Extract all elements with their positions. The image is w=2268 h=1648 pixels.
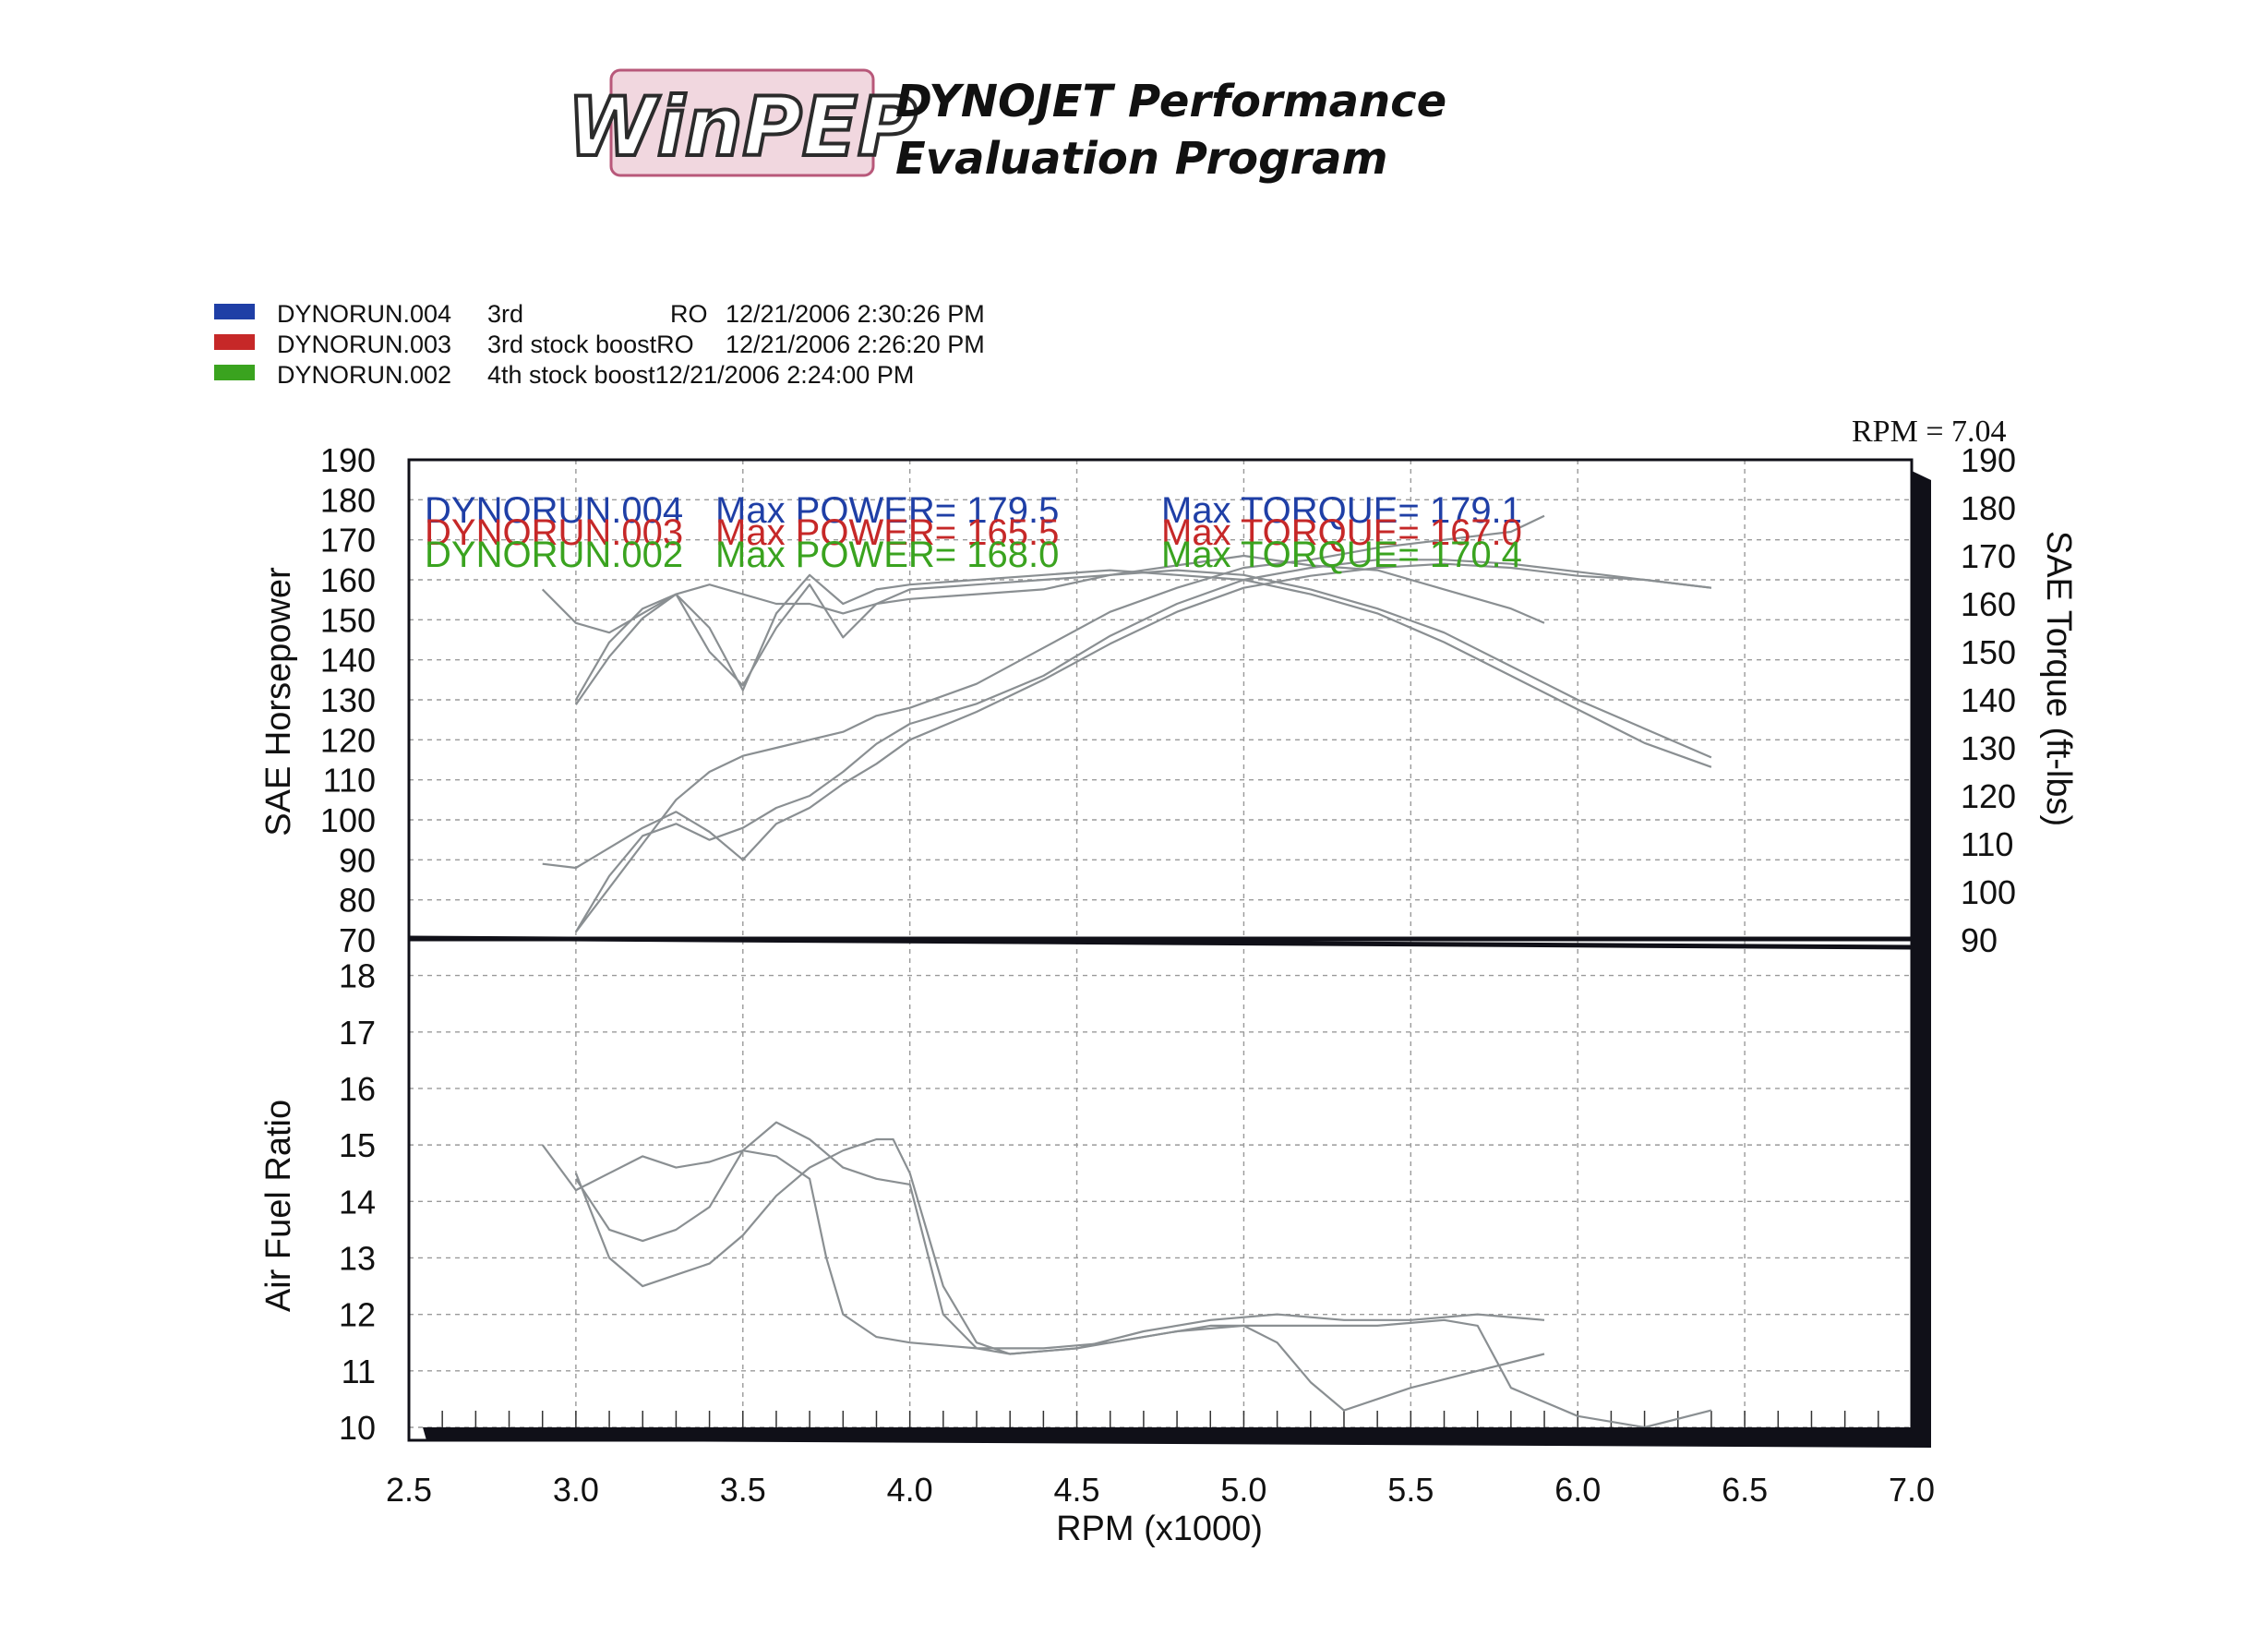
legend-stamp-1: 12/21/2006 2:30:26 PM [726, 300, 985, 328]
rpm-readout: RPM = 7.04 [1852, 415, 2007, 449]
x-tick-label: 2.5 [386, 1471, 432, 1509]
hp-tick-label: 130 [320, 681, 376, 719]
x-tick-label: 4.0 [887, 1471, 933, 1509]
annotation-power-2: Max POWER= 165.5 [715, 512, 1059, 553]
header: WinPEP DYNOJET Performance Evaluation Pr… [566, 68, 1446, 185]
hp-tick-label: 140 [320, 642, 376, 680]
hp-tick-label: 90 [339, 841, 376, 879]
torque-tick-label: 160 [1961, 585, 2016, 623]
afr-tick-label: 18 [339, 957, 376, 995]
legend-swatch-green [214, 365, 255, 380]
torque-curve [574, 554, 1545, 705]
afr-tick-label: 13 [339, 1239, 376, 1277]
x-axis-label: RPM (x1000) [1056, 1510, 1263, 1548]
x-tick-label: 6.5 [1722, 1471, 1768, 1509]
x-tick-label: 3.5 [720, 1471, 766, 1509]
annotation-run-3: DYNORUN.002 [425, 535, 683, 575]
hp-tick-label: 100 [320, 801, 376, 839]
torque-tick-label: 150 [1961, 633, 2016, 671]
torque-tick-label: 120 [1961, 777, 2016, 815]
legend-file-2: DYNORUN.003 [277, 331, 451, 358]
panel-divider [408, 935, 1913, 950]
y-axis-label-hp: SAE Horsepower [259, 567, 298, 836]
legend-file-1: DYNORUN.004 [277, 300, 451, 328]
torque-tick-label: 180 [1961, 489, 2016, 527]
legend-stamp-2: 12/21/2006 2:26:20 PM [726, 331, 985, 358]
annotation-run-1: DYNORUN.004 [425, 490, 683, 531]
hp-tick-label: 180 [320, 481, 376, 519]
afr-curve [574, 1137, 1545, 1412]
header-title-line2: Evaluation Program [895, 133, 1388, 185]
torque-tick-label: 110 [1961, 825, 2013, 863]
legend: DYNORUN.004 3rd RO 12/21/2006 2:30:26 PM… [214, 300, 985, 389]
bottom-panel-frame [407, 936, 1914, 1442]
torque-curve [574, 569, 1712, 768]
max-annotations: DYNORUN.004 Max POWER= 179.5 Max TORQUE=… [425, 490, 1522, 575]
bottom-panel-curves [541, 1121, 1712, 1429]
right-shadow-edge [1912, 471, 1931, 1448]
afr-tick-label: 10 [339, 1409, 376, 1447]
torque-tick-label: 190 [1961, 441, 2016, 479]
afr-curve [574, 1121, 1545, 1355]
annotation-torque-1: Max TORQUE= 179.1 [1161, 490, 1522, 531]
hp-curve [574, 559, 1712, 932]
hp-tick-label: 120 [320, 721, 376, 759]
left-axis-ticks-afr: 18 17 16 15 14 13 12 11 10 [339, 957, 376, 1447]
torque-tick-label: 130 [1961, 729, 2016, 767]
legend-desc-1: 3rd [487, 300, 523, 328]
legend-swatch-blue [214, 304, 255, 319]
y-axis-label-torque: SAE Torque (ft-lbs) [2039, 531, 2078, 826]
hp-tick-label: 110 [323, 762, 376, 800]
afr-curve [541, 1144, 1712, 1429]
afr-tick-label: 14 [339, 1183, 376, 1221]
legend-swatch-red [214, 334, 255, 350]
torque-tick-label: 100 [1961, 873, 2016, 911]
winpep-logo-text: WinPEP [568, 79, 918, 174]
x-tick-label: 5.5 [1387, 1471, 1434, 1509]
hp-tick-label: 160 [320, 561, 376, 599]
hp-tick-label: 150 [320, 601, 376, 639]
torque-tick-label: 140 [1961, 681, 2016, 719]
bottom-panel-grid [409, 974, 1912, 1428]
torque-tick-label: 170 [1961, 537, 2016, 575]
x-tick-label: 5.0 [1220, 1471, 1266, 1509]
x-tick-label: 4.5 [1054, 1471, 1100, 1509]
hp-tick-label: 80 [339, 882, 376, 920]
bottom-shadow-edge [423, 1427, 1931, 1448]
torque-curve [541, 569, 1712, 759]
afr-tick-label: 15 [339, 1126, 376, 1164]
hp-tick-label: 190 [320, 441, 376, 479]
legend-desc-3: 4th stock boost12/21/2006 2:24:00 PM [487, 361, 914, 389]
afr-tick-label: 11 [342, 1353, 376, 1390]
right-axis-ticks-torque: 190 180 170 160 150 140 130 120 110 100 90 [1961, 441, 2016, 959]
torque-tick-label: 90 [1961, 921, 1998, 959]
header-title-line1: DYNOJET Performance [895, 76, 1446, 127]
x-tick-label: 3.0 [553, 1471, 599, 1509]
legend-extra-1: RO [670, 300, 708, 328]
afr-tick-label: 17 [339, 1014, 376, 1052]
x-minor-ticks [408, 1411, 1913, 1427]
hp-tick-label: 170 [320, 522, 376, 559]
legend-desc-2: 3rd stock boostRO [487, 331, 694, 358]
x-tick-label: 7.0 [1889, 1471, 1935, 1509]
legend-file-3: DYNORUN.002 [277, 361, 451, 389]
annotation-power-3: Max POWER= 168.0 [715, 535, 1059, 575]
hp-curve [575, 514, 1545, 932]
hp-curve [542, 562, 1712, 870]
annotation-run-2: DYNORUN.003 [425, 512, 683, 553]
x-axis-ticks: 2.5 3.0 3.5 4.0 4.5 5.0 5.5 6.0 6.5 7.0 [386, 1471, 1935, 1509]
annotation-torque-2: Max TORQUE= 167.0 [1161, 512, 1522, 553]
annotation-torque-3: Max TORQUE= 170.4 [1161, 535, 1522, 575]
top-panel-curves [541, 514, 1712, 932]
y-axis-label-afr: Air Fuel Ratio [259, 1100, 298, 1312]
x-tick-label: 6.0 [1554, 1471, 1601, 1509]
afr-tick-label: 12 [339, 1296, 376, 1334]
hp-tick-label: 70 [339, 921, 376, 959]
annotation-power-1: Max POWER= 179.5 [715, 490, 1059, 531]
winpep-logo-badge [609, 68, 875, 177]
afr-tick-label: 16 [339, 1070, 376, 1108]
